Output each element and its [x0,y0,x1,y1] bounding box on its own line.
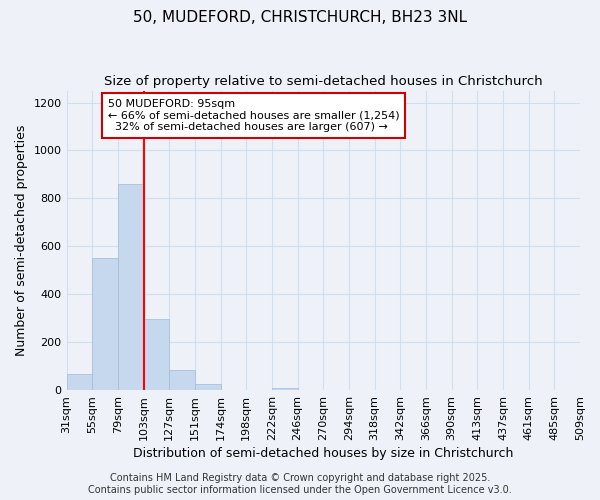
Bar [118,184,143,390]
Bar [92,258,118,390]
Text: Contains HM Land Registry data © Crown copyright and database right 2025.
Contai: Contains HM Land Registry data © Crown c… [88,474,512,495]
Bar [195,384,221,390]
Text: 50 MUDEFORD: 95sqm
← 66% of semi-detached houses are smaller (1,254)
  32% of se: 50 MUDEFORD: 95sqm ← 66% of semi-detache… [107,99,399,132]
Bar [169,370,195,390]
Bar [143,320,169,390]
Y-axis label: Number of semi-detached properties: Number of semi-detached properties [15,124,28,356]
Title: Size of property relative to semi-detached houses in Christchurch: Size of property relative to semi-detach… [104,75,542,88]
Text: 50, MUDEFORD, CHRISTCHURCH, BH23 3NL: 50, MUDEFORD, CHRISTCHURCH, BH23 3NL [133,10,467,25]
Bar [67,374,92,390]
X-axis label: Distribution of semi-detached houses by size in Christchurch: Distribution of semi-detached houses by … [133,447,514,460]
Bar [272,388,298,390]
